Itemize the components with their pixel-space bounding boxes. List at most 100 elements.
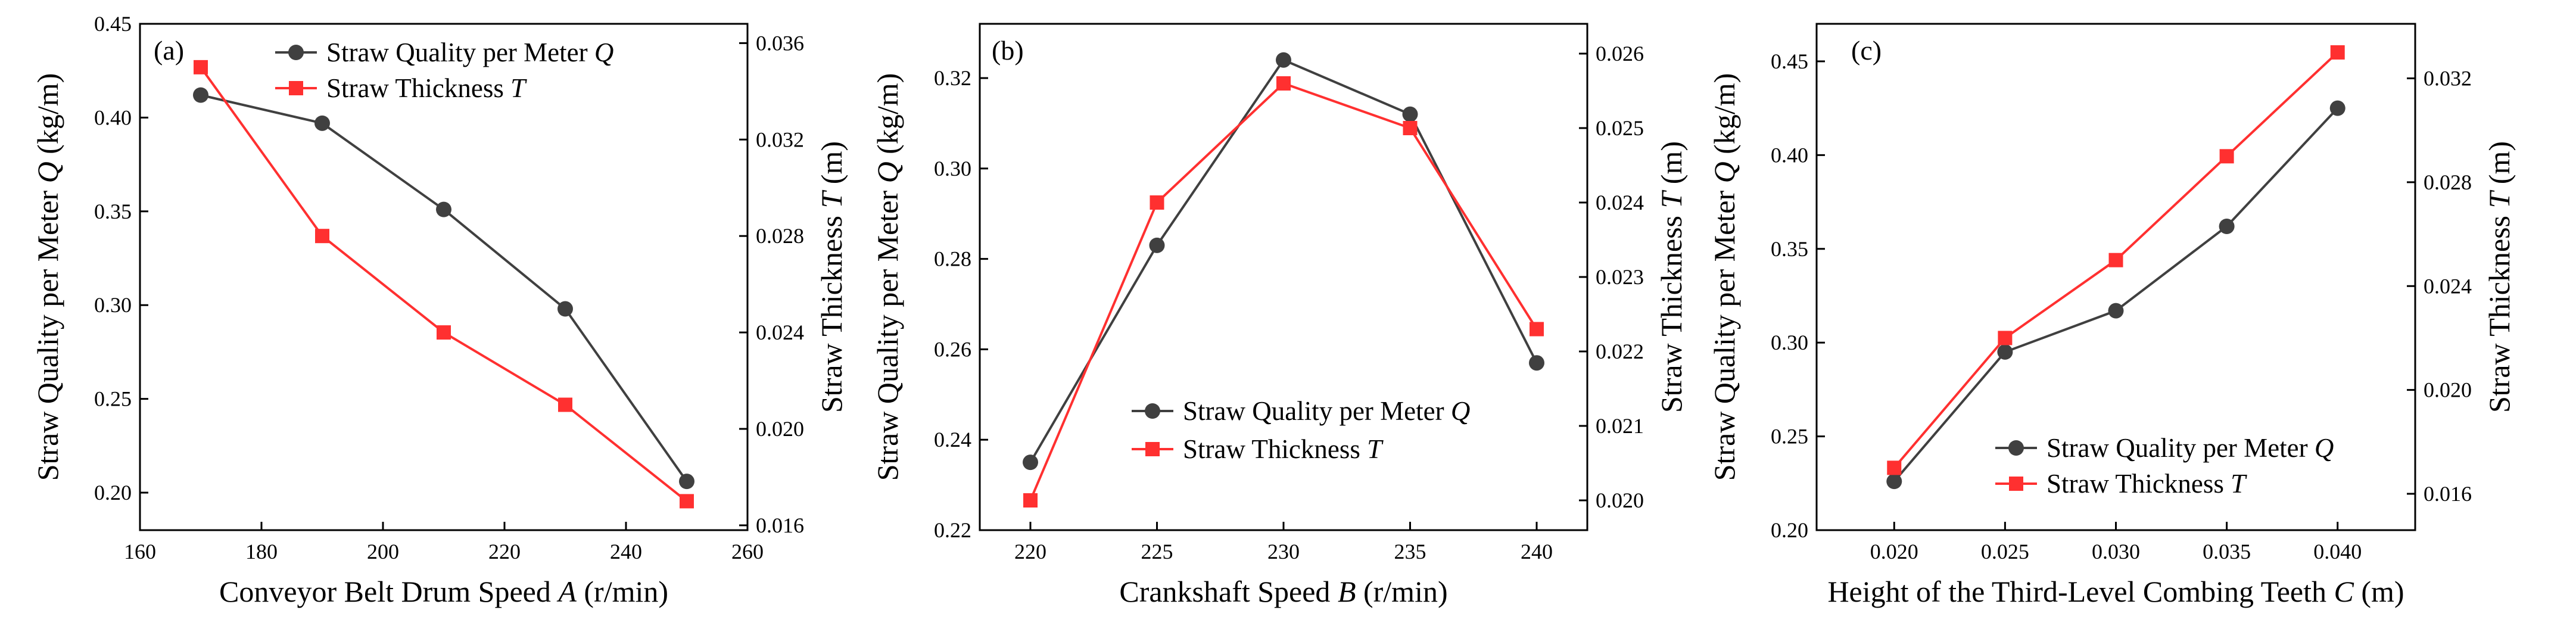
y2-tick-label: 0.024: [2424, 274, 2472, 298]
chart-panel-3: 0.020 0.025 0.030 0.035 0.040 0.20 0.25 0.30 0.3…: [1708, 23, 2516, 608]
data-point-quality: [1023, 454, 1038, 471]
y-tick-label: 0.20: [1771, 518, 1808, 542]
y2-tick-label: 0.026: [1596, 42, 1644, 66]
data-point-thickness: [1887, 460, 1902, 475]
data-point-quality: [2329, 100, 2346, 116]
y2-tick-label: 0.024: [1596, 191, 1644, 214]
data-point-quality: [679, 474, 694, 490]
y-tick-label: 0.22: [934, 518, 971, 542]
plot-frame: [139, 23, 749, 531]
data-point-quality: [1997, 344, 2013, 360]
data-point-thickness: [1530, 322, 1544, 337]
data-point-quality: [436, 201, 451, 217]
x-axis-label: Crankshaft Speed B (r/min): [1119, 575, 1447, 608]
x-tick-label: 235: [1394, 540, 1426, 563]
chart-panel-1: 160 180 200 220 240 260 0.20 0.25 0.30 0.35 0.40 0.…: [31, 12, 848, 608]
y2-tick-label: 0.023: [1596, 265, 1644, 289]
legend-marker-circle: [288, 45, 304, 60]
y2-tick-label: 0.021: [1596, 414, 1644, 438]
panel-label: (a): [154, 35, 184, 66]
data-point-thickness: [2219, 149, 2234, 164]
data-point-quality: [1529, 355, 1544, 371]
x-tick-label: 200: [367, 540, 399, 563]
data-point-thickness: [1150, 195, 1164, 210]
legend-marker-square: [289, 81, 303, 95]
data-point-quality: [2219, 219, 2235, 234]
y-axis-label: Straw Quality per Meter Q (kg/m): [871, 73, 904, 481]
chart-panel-2: 220 225 230 235 240 0.22 0.24 0.26 0.28 0.30 0.32 0…: [871, 23, 1688, 608]
y-tick-label: 0.40: [1771, 143, 1808, 167]
x-tick-label: 230: [1267, 540, 1300, 563]
y-tick-label: 0.30: [934, 157, 971, 180]
x-tick-label: 240: [610, 540, 642, 563]
y2-tick-label: 0.024: [756, 320, 804, 344]
series-line-quality: [1893, 107, 2339, 482]
data-point-thickness: [2108, 253, 2123, 267]
y2-tick-label: 0.016: [2424, 482, 2472, 506]
x-tick-label: 160: [124, 540, 156, 563]
x-tick-label: 260: [731, 540, 764, 563]
legend-label: Straw Thickness T: [1183, 434, 1384, 464]
data-point-quality: [557, 301, 573, 317]
y-axis-label: Straw Quality per Meter Q (kg/m): [31, 73, 64, 481]
data-point-quality: [1276, 52, 1291, 68]
y2-axis-label: Straw Thickness T (m): [1655, 141, 1688, 413]
y-tick-label: 0.28: [934, 247, 971, 271]
y2-tick-label: 0.025: [1596, 116, 1644, 140]
panel-label: (c): [1851, 35, 1882, 66]
y-tick-label: 0.32: [934, 66, 971, 90]
data-point-thickness: [680, 494, 694, 509]
y-tick-label: 0.40: [94, 105, 132, 129]
y2-tick-label: 0.036: [756, 31, 804, 55]
y2-axis-label: Straw Thickness T (m): [2482, 141, 2516, 413]
x-axis-label: Height of the Third-Level Combing Teeth …: [1827, 575, 2404, 608]
legend-label: Straw Thickness T: [326, 73, 527, 103]
y-tick-label: 0.30: [94, 293, 132, 317]
y-tick-label: 0.35: [94, 200, 132, 223]
series-line-quality: [200, 94, 688, 482]
data-point-quality: [193, 87, 208, 103]
x-tick-label: 220: [488, 540, 521, 563]
y2-tick-label: 0.032: [756, 127, 804, 151]
legend-marker-circle: [1145, 403, 1160, 419]
x-tick-label: 180: [245, 540, 278, 563]
y-tick-label: 0.30: [1771, 331, 1808, 354]
data-point-quality: [1886, 474, 1902, 490]
data-point-thickness: [1276, 76, 1291, 91]
y-tick-label: 0.25: [1771, 425, 1808, 449]
y2-tick-label: 0.028: [756, 224, 804, 248]
legend-marker-square: [2009, 477, 2023, 491]
y-tick-label: 0.20: [94, 481, 132, 505]
data-point-quality: [1149, 237, 1165, 253]
x-tick-label: 240: [1521, 540, 1553, 563]
legend-label: Straw Quality per Meter Q: [2047, 433, 2334, 463]
series-line-thickness: [200, 66, 688, 502]
y2-tick-label: 0.032: [2424, 67, 2472, 91]
y-tick-label: 0.45: [1771, 49, 1808, 73]
y-tick-label: 0.35: [1771, 237, 1808, 261]
y-axis-label: Straw Quality per Meter Q (kg/m): [1708, 73, 1741, 481]
y-tick-label: 0.25: [94, 387, 132, 411]
y2-tick-label: 0.020: [756, 417, 804, 441]
data-point-thickness: [1403, 121, 1418, 135]
panel-label: (b): [992, 35, 1024, 66]
x-tick-label: 0.040: [2313, 540, 2362, 563]
data-point-thickness: [558, 397, 572, 412]
legend-marker-square: [1145, 442, 1160, 456]
legend-marker-circle: [2008, 440, 2024, 456]
y-tick-label: 0.45: [94, 12, 132, 36]
y2-tick-label: 0.020: [1596, 488, 1644, 512]
data-point-quality: [2108, 303, 2124, 319]
data-point-thickness: [1998, 331, 2013, 345]
legend-label: Straw Quality per Meter Q: [1183, 396, 1470, 426]
y2-tick-label: 0.020: [2424, 378, 2472, 402]
data-point-thickness: [315, 229, 329, 244]
y-tick-label: 0.24: [934, 428, 971, 452]
x-tick-label: 220: [1014, 540, 1046, 563]
y-tick-label: 0.26: [934, 337, 971, 361]
data-point-thickness: [2330, 45, 2345, 60]
y2-tick-label: 0.016: [756, 513, 804, 537]
x-tick-label: 0.025: [1981, 540, 2029, 563]
x-tick-label: 0.035: [2203, 540, 2251, 563]
